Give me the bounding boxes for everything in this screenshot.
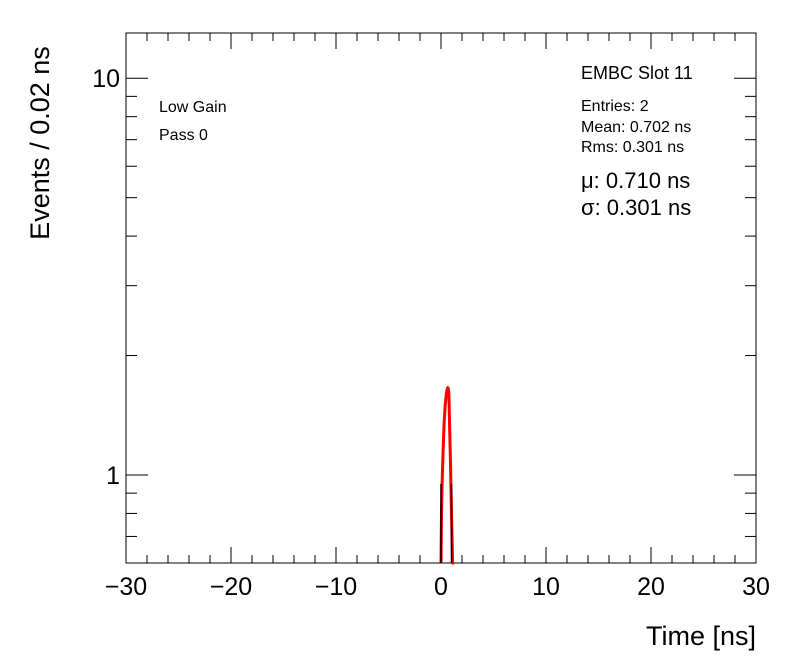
axis-ticks	[125, 33, 757, 564]
x-tick-label: −20	[210, 573, 252, 601]
x-tick-label: 20	[637, 573, 665, 601]
x-tick-labels: −30 −20 −10 0 10 20 30	[105, 573, 770, 601]
x-axis-title: Time [ns]	[645, 621, 756, 651]
mu-stat: μ: 0.710 ns	[581, 168, 691, 193]
mean-stat: Mean: 0.702 ns	[581, 119, 692, 136]
y-tick-labels: 1 10	[92, 65, 120, 490]
series-group	[439, 386, 456, 565]
x-tick-label: −30	[105, 573, 147, 601]
y-tick-label: 10	[92, 65, 120, 93]
pass-label: Pass 0	[159, 127, 208, 144]
x-tick-label: 10	[532, 573, 560, 601]
x-tick-label: 0	[434, 573, 448, 601]
rms-stat: Rms: 0.301 ns	[581, 139, 685, 156]
slot-title: EMBC Slot 11	[581, 63, 693, 83]
y-tick-label: 1	[106, 462, 120, 490]
x-tick-label: 30	[742, 573, 770, 601]
x-tick-label: −10	[315, 573, 357, 601]
y-axis-title: Events / 0.02 ns	[25, 46, 55, 240]
gain-label: Low Gain	[159, 99, 227, 116]
sigma-stat: σ: 0.301 ns	[581, 195, 692, 220]
entries-stat: Entries: 2	[581, 98, 649, 115]
